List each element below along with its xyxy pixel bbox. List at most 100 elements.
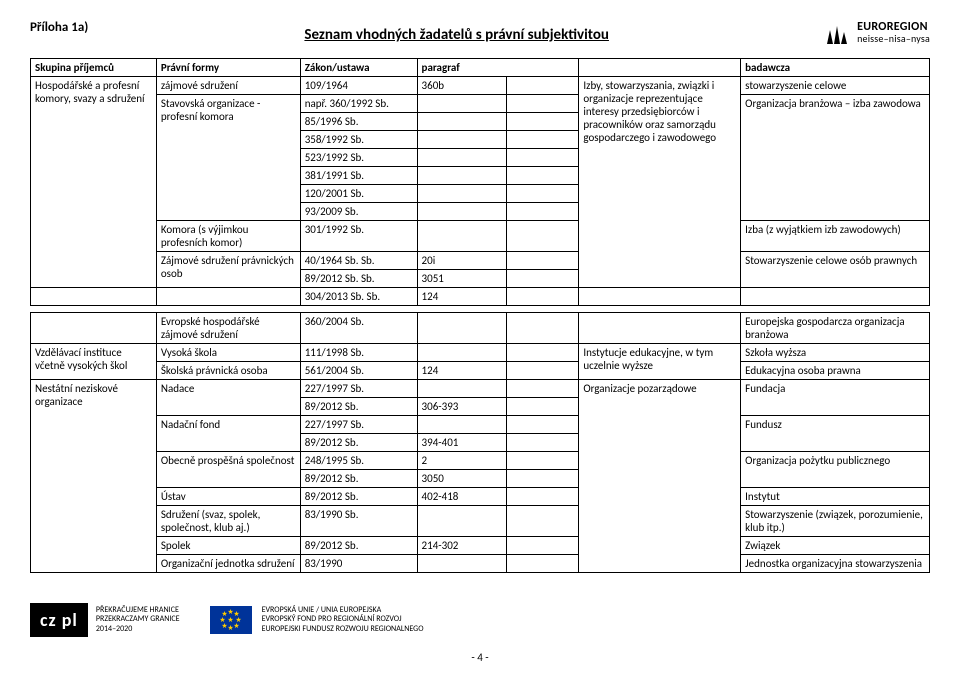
cell: Stavovská organizace - profesní komora bbox=[156, 95, 300, 221]
cell bbox=[417, 221, 507, 252]
cell bbox=[507, 416, 579, 434]
cell: 89/2012 Sb. bbox=[300, 398, 417, 416]
eu-flag-icon bbox=[210, 606, 252, 634]
cell: 523/1992 Sb. bbox=[300, 149, 417, 167]
cell: Nestátní neziskové organizace bbox=[31, 380, 157, 573]
cell bbox=[417, 149, 507, 167]
cell bbox=[507, 362, 579, 380]
table-row: Komora (s výjimkou profesních komor) 301… bbox=[31, 221, 930, 252]
cell: 301/1992 Sb. bbox=[300, 221, 417, 252]
cell bbox=[507, 380, 579, 398]
cell bbox=[417, 203, 507, 221]
cell: 360b bbox=[417, 77, 507, 95]
cell bbox=[507, 313, 579, 344]
cell bbox=[507, 221, 579, 252]
th-badawcza: badawcza bbox=[741, 59, 930, 77]
cell: 248/1995 Sb. bbox=[300, 452, 417, 470]
page-number: - 4 - bbox=[30, 651, 930, 664]
cell: Zájmové sdružení právnických osob bbox=[156, 252, 300, 288]
cell: Szkoła wyższa bbox=[741, 344, 930, 362]
cell: 402-418 bbox=[417, 488, 507, 506]
cell-hosp-prof: Hospodářské a profesní komory, svazy a s… bbox=[31, 77, 157, 288]
cell: 89/2012 Sb. bbox=[300, 488, 417, 506]
cell bbox=[507, 452, 579, 470]
cell: Fundusz bbox=[741, 416, 930, 452]
table-row: Organizační jednotka sdružení 83/1990 Je… bbox=[31, 555, 930, 573]
cell bbox=[31, 313, 157, 344]
table-row: Hospodářské a profesní komory, svazy a s… bbox=[31, 77, 930, 95]
table-row: Obecně prospěšná společnost 248/1995 Sb.… bbox=[31, 452, 930, 470]
cell: 89/2012 Sb. bbox=[300, 434, 417, 452]
cell: 381/1991 Sb. bbox=[300, 167, 417, 185]
cell: Obecně prospěšná společnost bbox=[156, 452, 300, 488]
th-skupina: Skupina příjemců bbox=[31, 59, 157, 77]
cell: 109/1964 bbox=[300, 77, 417, 95]
cell: 304/2013 Sb. Sb. bbox=[300, 288, 417, 306]
cell bbox=[417, 506, 507, 537]
header-row: Příloha 1a) Seznam vhodných žadatelů s p… bbox=[30, 20, 930, 58]
applicants-table: Skupina příjemců Právní formy Zákon/usta… bbox=[30, 58, 930, 573]
table-row: Školská právnická osoba 561/2004 Sb. 124… bbox=[31, 362, 930, 380]
cell bbox=[507, 252, 579, 270]
cell bbox=[417, 95, 507, 113]
cell bbox=[417, 344, 507, 362]
cell: 3050 bbox=[417, 470, 507, 488]
cell bbox=[507, 113, 579, 131]
footer-line: EUROPEJSKI FUNDUSZ ROZWOJU REGIONALNEGO bbox=[262, 625, 424, 634]
cell: 40/1964 Sb. Sb. bbox=[300, 252, 417, 270]
priloha-label: Příloha 1a) bbox=[30, 20, 88, 35]
table-row: Stavovská organizace - profesní komora n… bbox=[31, 95, 930, 113]
cell: 89/2012 Sb. bbox=[300, 537, 417, 555]
euroregion-logo-icon bbox=[825, 20, 851, 46]
cell: 561/2004 Sb. bbox=[300, 362, 417, 380]
cell: Stowarzyszenie celowe osób prawnych bbox=[741, 252, 930, 288]
cell: zájmové sdružení bbox=[156, 77, 300, 95]
cell: stowarzyszenie celowe bbox=[741, 77, 930, 95]
cell bbox=[507, 488, 579, 506]
table-row: Ústav 89/2012 Sb. 402-418 Instytut bbox=[31, 488, 930, 506]
footer-line: 2014–2020 bbox=[96, 625, 180, 634]
cell: 358/1992 Sb. bbox=[300, 131, 417, 149]
cell: Europejska gospodarcza organizacja branż… bbox=[741, 313, 930, 344]
cell bbox=[417, 380, 507, 398]
cell: Komora (s výjimkou profesních komor) bbox=[156, 221, 300, 252]
cell bbox=[417, 416, 507, 434]
cell: Vzdělávací instituce včetně vysokých ško… bbox=[31, 344, 157, 380]
cell: 306-393 bbox=[417, 398, 507, 416]
cell: 83/1990 Sb. bbox=[300, 506, 417, 537]
cell bbox=[579, 288, 741, 306]
main-title: Seznam vhodných žadatelů s právní subjek… bbox=[88, 26, 825, 44]
th-zakon: Zákon/ustawa bbox=[300, 59, 417, 77]
cell: Instytucje edukacyjne, w tym uczelnie wy… bbox=[579, 344, 741, 380]
cell: 111/1998 Sb. bbox=[300, 344, 417, 362]
cell bbox=[507, 77, 579, 95]
cell bbox=[507, 167, 579, 185]
cell: 124 bbox=[417, 288, 507, 306]
cell bbox=[507, 270, 579, 288]
cell: Spolek bbox=[156, 537, 300, 555]
cell bbox=[507, 344, 579, 362]
cell: např. 360/1992 Sb. bbox=[300, 95, 417, 113]
cell bbox=[417, 113, 507, 131]
cell bbox=[507, 506, 579, 537]
cell bbox=[579, 313, 741, 344]
table-row: Evropské hospodářské zájmové sdružení 36… bbox=[31, 313, 930, 344]
cell: 124 bbox=[417, 362, 507, 380]
cell: 85/1996 Sb. bbox=[300, 113, 417, 131]
th-paragraf: paragraf bbox=[417, 59, 579, 77]
cell bbox=[507, 149, 579, 167]
cell: Jednostka organizacyjna stowarzyszenia bbox=[741, 555, 930, 573]
cell bbox=[507, 470, 579, 488]
cell: Evropské hospodářské zájmové sdružení bbox=[156, 313, 300, 344]
cell bbox=[31, 288, 157, 306]
cell: 89/2012 Sb. bbox=[300, 470, 417, 488]
cell bbox=[507, 398, 579, 416]
cell bbox=[417, 313, 507, 344]
cell: Fundacja bbox=[741, 380, 930, 416]
cell bbox=[417, 185, 507, 203]
table-header-row: Skupina příjemců Právní formy Zákon/usta… bbox=[31, 59, 930, 77]
cell bbox=[507, 537, 579, 555]
euroregion-logo-text: EUROREGION neisse–nisa–nysa bbox=[857, 21, 930, 44]
cell: Ústav bbox=[156, 488, 300, 506]
table-row: Vzdělávací instituce včetně vysokých ško… bbox=[31, 344, 930, 362]
